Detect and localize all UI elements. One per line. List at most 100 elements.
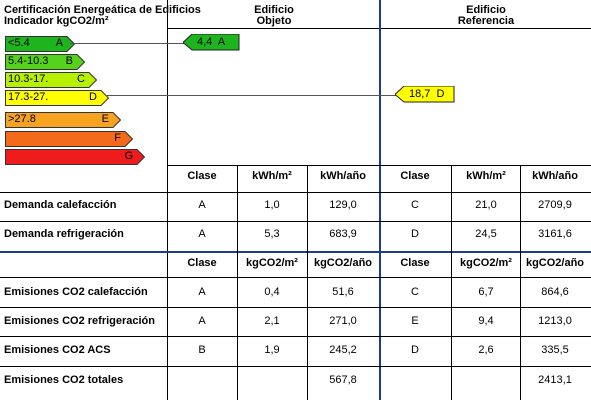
marker-objeto-text: 4,4 A [197, 36, 226, 48]
scale-bar-shape-e [5, 112, 121, 128]
emissions-row3-line [0, 366, 591, 367]
demand-cell: 24,5 [475, 228, 497, 240]
marker-objeto-shape [183, 34, 240, 51]
scale-range-d: 17.3-27. [8, 91, 49, 103]
scale-bar-shape-a [5, 36, 75, 52]
marker-line-objeto [70, 43, 184, 44]
emissions-cell: B [198, 344, 206, 356]
scale-letter-a: A [55, 37, 63, 49]
demand-row-label: Demanda refrigeración [4, 228, 124, 240]
emissions-cell: 271,0 [329, 315, 357, 327]
title-line-1: Certificación Energeática de Edificios [4, 4, 201, 16]
emissions-cell: 245,2 [329, 344, 357, 356]
emissions-cell: 2,1 [264, 315, 280, 327]
vdiv-3 [451, 165, 452, 400]
title-line-2: Indicador kgCO2/m² [4, 15, 109, 27]
demand-col-header-0: Clase [187, 170, 217, 182]
scale-bar-g: G [5, 149, 145, 165]
demand-row1-line [0, 221, 591, 222]
demand-col-header-4: kWh/m² [466, 170, 506, 182]
emissions-cell: 335,5 [541, 344, 569, 356]
scale-letter-d: D [89, 91, 97, 103]
marker-line-referencia [106, 95, 396, 96]
emissions-col-header-0: Clase [187, 257, 217, 269]
emissions-cell: 567,8 [329, 374, 357, 386]
scale-range-a: <5.4 [8, 37, 30, 49]
referencia-header-1: Edificio [466, 4, 506, 16]
section-divider-blue [0, 251, 591, 253]
emissions-cell: 0,4 [264, 286, 280, 298]
scale-bar-shape-d [5, 90, 109, 106]
demand-header-line [0, 192, 591, 193]
emissions-cell: C [411, 286, 419, 298]
scale-bar-b: 5.4-10.3 B [5, 54, 85, 70]
scale-letter-e: E [101, 113, 109, 125]
scale-range-c: 10.3-17. [8, 73, 49, 85]
scale-bar-shape-f [5, 131, 133, 147]
demand-cell: C [411, 199, 419, 211]
emissions-col-header-4: kgCO2/m² [460, 257, 512, 269]
scale-bar-shape-c [5, 72, 97, 88]
demand-cell: A [198, 199, 206, 211]
emissions-col-header-1: kgCO2/m² [246, 257, 298, 269]
emissions-cell: E [411, 315, 419, 327]
emissions-row2-line [0, 336, 591, 337]
marker-referencia-shape [395, 86, 455, 103]
emissions-cell: 1213,0 [538, 315, 572, 327]
emissions-col-header-2: kgCO2/año [313, 257, 373, 269]
vdiv-2 [307, 165, 308, 400]
scale-bar-c: 10.3-17. C [5, 72, 97, 88]
emissions-cell: 6,7 [478, 286, 494, 298]
vdiv-1 [237, 165, 238, 400]
marker-objeto: 4,4 A [183, 34, 240, 51]
emissions-row-label: Emisiones CO2 ACS [4, 344, 111, 356]
objeto-header-2: Objeto [256, 15, 292, 27]
emissions-cell: D [411, 344, 419, 356]
emissions-row1-line [0, 307, 591, 308]
scale-bar-d: 17.3-27. D [5, 90, 109, 106]
col-divider-blue [379, 0, 381, 400]
objeto-header-1: Edificio [254, 4, 294, 16]
scale-letter-f: F [114, 132, 121, 144]
demand-top-line [167, 165, 591, 166]
emissions-cell: 2,6 [478, 344, 494, 356]
demand-cell: D [411, 228, 419, 240]
vdiv-4 [520, 165, 521, 400]
demand-cell: 2709,9 [538, 199, 572, 211]
emissions-cell: A [198, 286, 206, 298]
demand-cell: 5,3 [264, 228, 280, 240]
demand-col-header-2: kWh/año [320, 170, 366, 182]
scale-bar-a: <5.4 A [5, 36, 75, 52]
scale-letter-b: B [65, 55, 73, 67]
emissions-row-label: Emisiones CO2 totales [4, 374, 124, 386]
col-divider-left [167, 0, 168, 400]
emissions-cell: 51,6 [332, 286, 354, 298]
demand-col-header-1: kWh/m² [252, 170, 292, 182]
scale-bar-shape-g [5, 149, 145, 165]
referencia-header-2: Referencia [457, 15, 515, 27]
marker-referencia: 18,7 D [395, 86, 455, 103]
demand-col-header-3: Clase [400, 170, 430, 182]
emissions-cell: 2413,1 [538, 374, 572, 386]
scale-letter-g: G [124, 150, 133, 162]
emissions-row-label: Emisiones CO2 refrigeración [4, 315, 155, 327]
scale-bar-f: F [5, 131, 133, 147]
scale-letter-c: C [77, 73, 85, 85]
demand-cell: 21,0 [475, 199, 497, 211]
scale-bar-e: >27.8 E [5, 112, 121, 128]
emissions-header-line [0, 277, 591, 278]
emissions-row-label: Emisiones CO2 calefacción [4, 286, 148, 298]
emissions-cell: 1,9 [264, 344, 280, 356]
emissions-cell: 864,6 [541, 286, 569, 298]
marker-referencia-text: 18,7 D [409, 88, 445, 100]
demand-cell: 1,0 [264, 199, 280, 211]
scale-range-b: 5.4-10.3 [8, 55, 49, 67]
demand-row-label: Demanda calefacción [4, 199, 117, 211]
scale-range-e: >27.8 [8, 113, 36, 125]
demand-cell: A [198, 228, 206, 240]
demand-cell: 129,0 [329, 199, 357, 211]
emissions-cell: A [198, 315, 206, 327]
emissions-col-header-5: kgCO2/año [525, 257, 585, 269]
demand-col-header-5: kWh/año [532, 170, 578, 182]
emissions-cell: 9,4 [478, 315, 494, 327]
